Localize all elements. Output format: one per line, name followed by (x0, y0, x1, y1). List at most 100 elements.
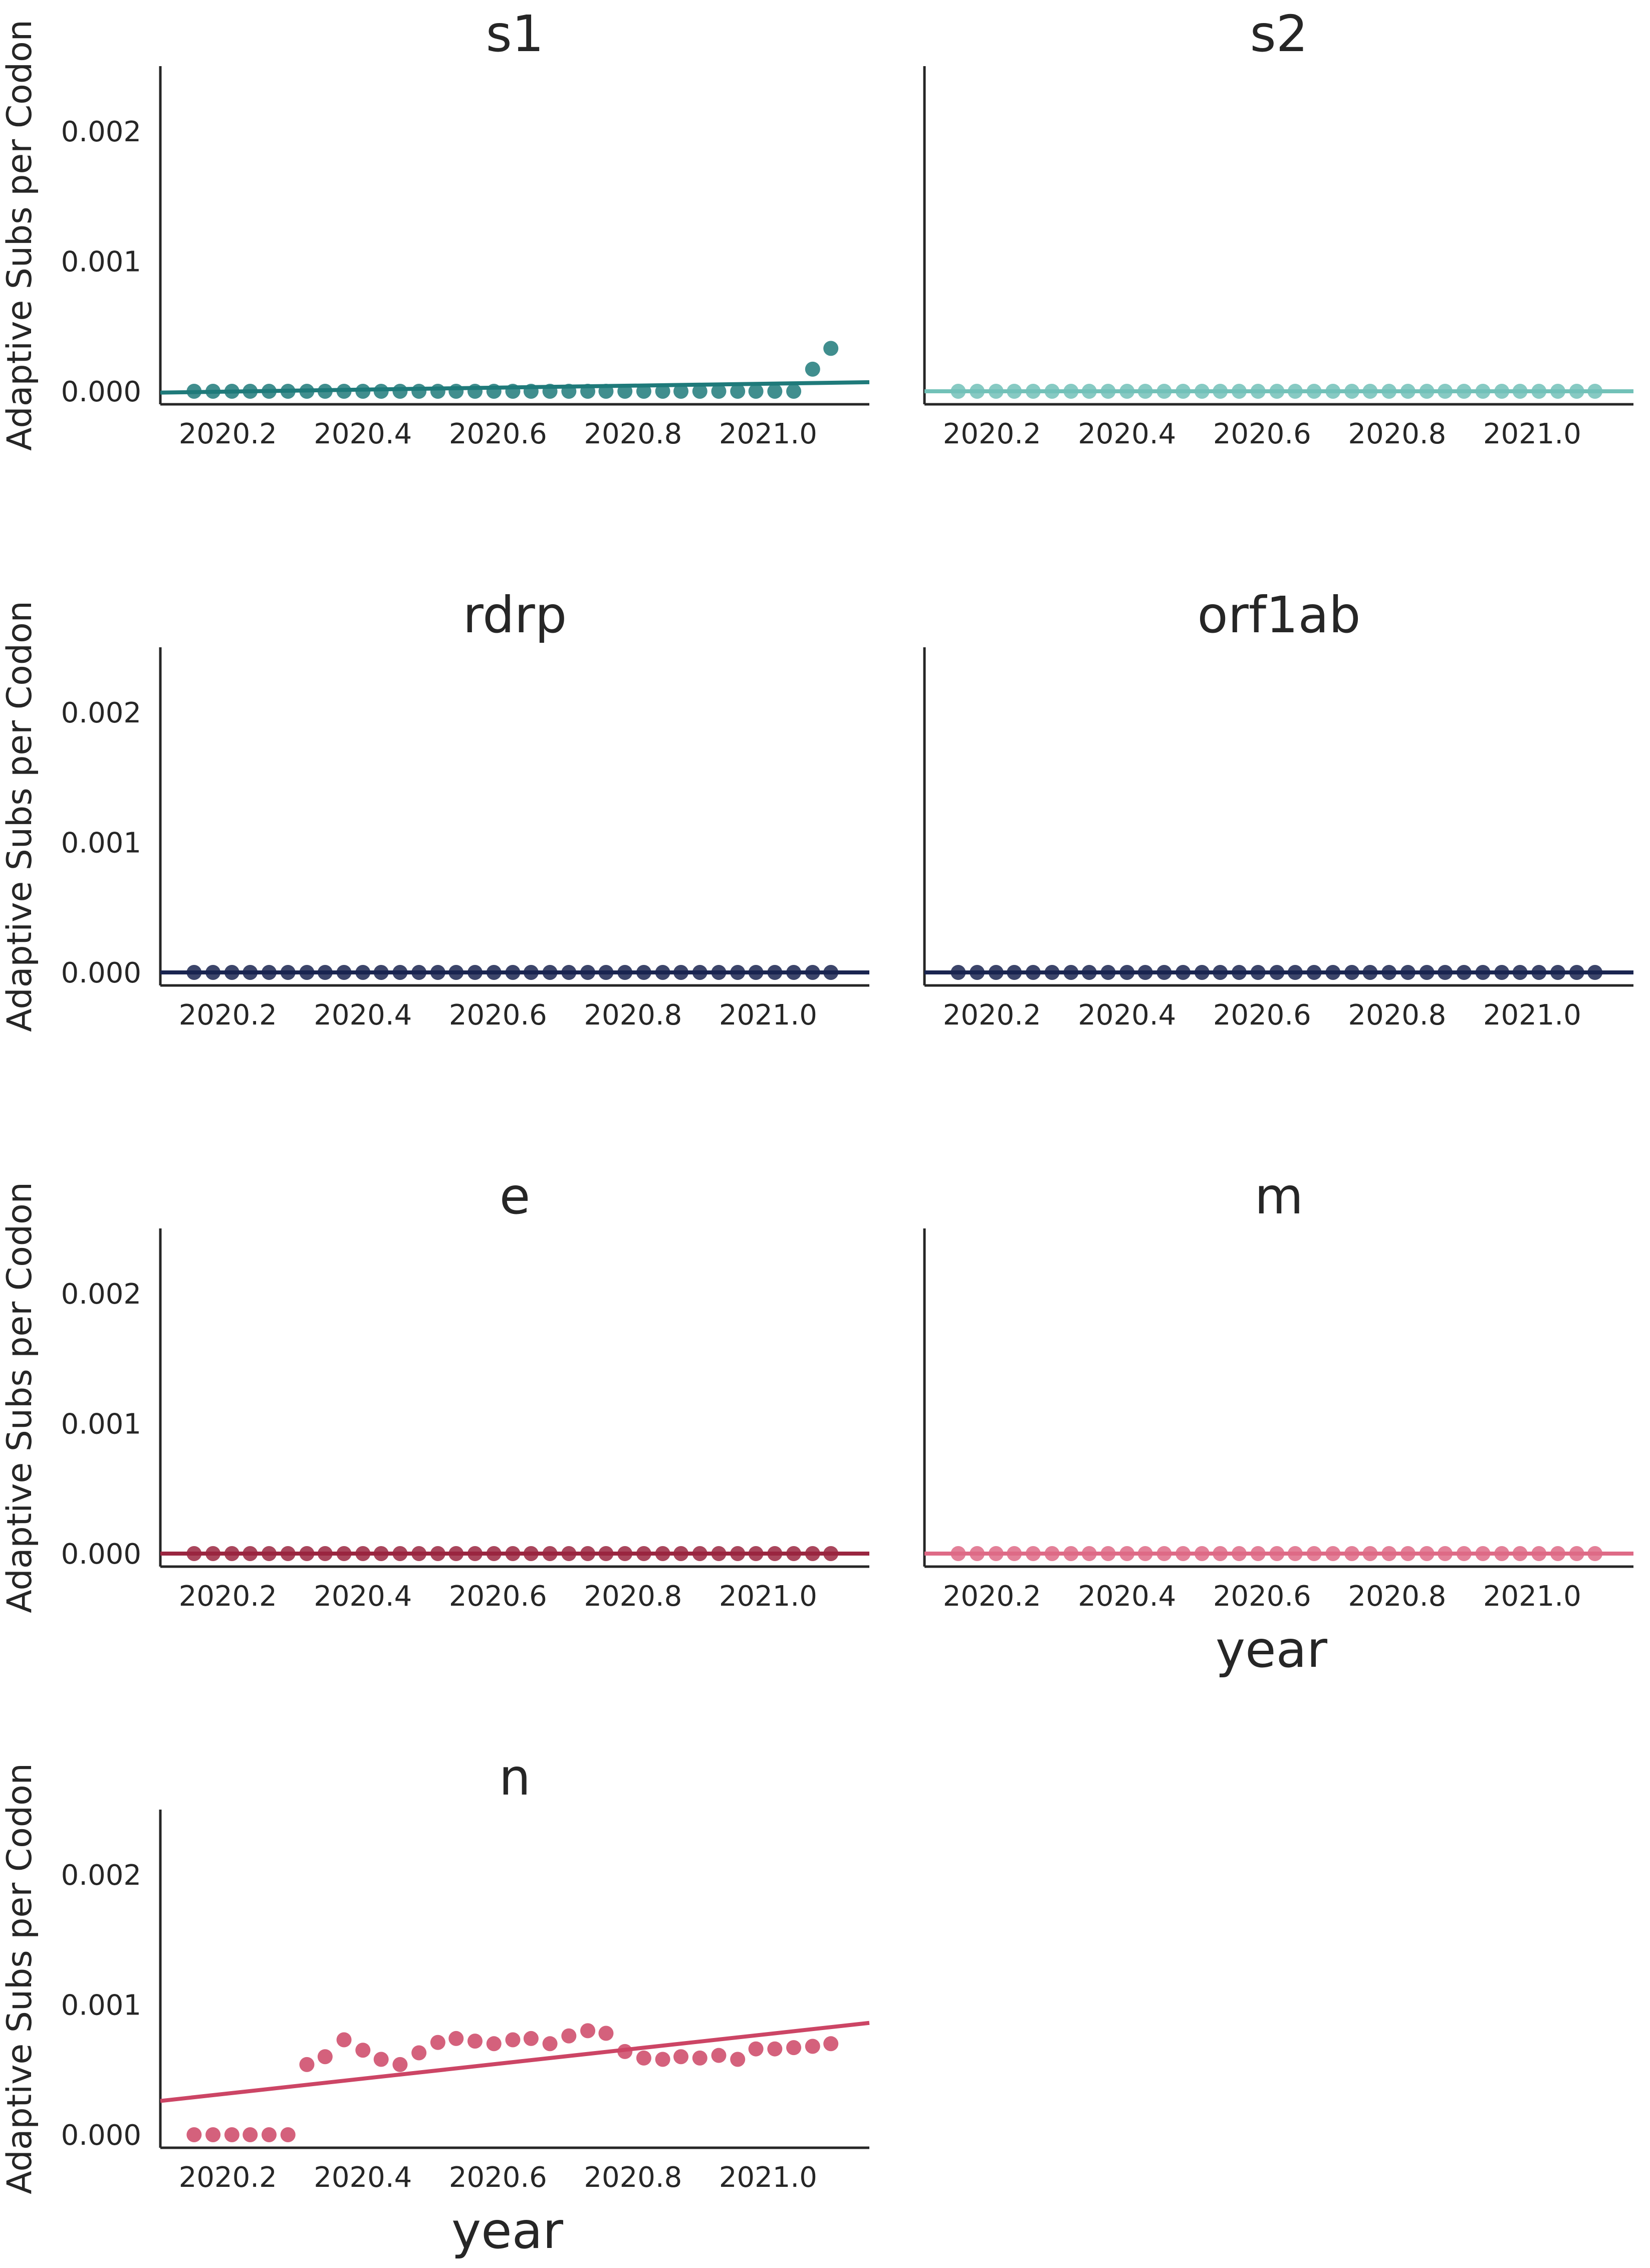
x-tick-label: 2020.8 (1348, 1580, 1446, 1613)
data-point (448, 2031, 464, 2046)
data-point (951, 1546, 966, 1562)
data-point (970, 965, 985, 980)
x-tick-label: 2020.4 (314, 2161, 412, 2194)
data-point (411, 1546, 427, 1562)
data-point (392, 1546, 408, 1562)
data-point (617, 1546, 633, 1562)
data-point (542, 384, 558, 399)
y-tick-label: 0.001 (61, 245, 141, 278)
data-point (523, 2031, 539, 2046)
data-point (186, 2127, 202, 2143)
data-point (1569, 1546, 1584, 1562)
x-tick-label: 2020.8 (1348, 418, 1446, 450)
data-point (1081, 965, 1097, 980)
data-point (299, 965, 315, 980)
x-tick-label: 2020.4 (1078, 1580, 1176, 1613)
y-tick-label: 0.002 (61, 116, 141, 148)
data-point (1119, 965, 1135, 980)
x-tick-label: 2020.4 (1078, 418, 1176, 450)
data-point (805, 1546, 820, 1562)
data-point (767, 2041, 783, 2057)
x-tick-label: 2020.6 (1213, 999, 1311, 1032)
panel-title: s1 (486, 5, 544, 63)
data-point (486, 2036, 502, 2052)
data-point (1512, 1546, 1528, 1562)
x-tick-label: 2020.2 (179, 2161, 277, 2194)
x-tick-label: 2020.8 (584, 418, 682, 450)
data-point (598, 1546, 614, 1562)
data-point (580, 965, 596, 980)
data-point (1419, 384, 1435, 399)
data-point (767, 965, 783, 980)
data-point (505, 1546, 521, 1562)
data-point (205, 965, 221, 980)
data-point (1044, 384, 1060, 399)
data-point (224, 384, 240, 399)
data-point (1213, 384, 1228, 399)
x-axis-label: year (451, 2201, 564, 2260)
data-point (261, 1546, 277, 1562)
data-point (373, 965, 389, 980)
x-tick-label: 2020.8 (584, 1580, 682, 1613)
data-point (205, 384, 221, 399)
data-point (336, 384, 352, 399)
data-point (748, 2041, 764, 2057)
panel-title: n (499, 1748, 531, 1807)
data-point (636, 1546, 651, 1562)
data-point (1494, 1546, 1510, 1562)
y-tick-label: 0.000 (61, 957, 141, 989)
data-point (598, 2026, 614, 2041)
data-point (1306, 384, 1322, 399)
data-point (355, 384, 371, 399)
data-point (673, 1546, 689, 1562)
data-point (1175, 965, 1191, 980)
data-point (430, 1546, 445, 1562)
data-point (1194, 965, 1210, 980)
data-point (951, 384, 966, 399)
x-tick-label: 2021.0 (1483, 999, 1581, 1032)
x-tick-label: 2020.4 (314, 1580, 412, 1613)
data-point (1569, 965, 1584, 980)
data-point (448, 1546, 464, 1562)
data-point (1156, 384, 1172, 399)
data-point (823, 965, 839, 980)
data-point (1119, 384, 1135, 399)
x-tick-label: 2020.6 (449, 1580, 547, 1613)
data-point (1044, 965, 1060, 980)
data-point (1344, 384, 1360, 399)
data-point (1587, 384, 1603, 399)
data-point (1419, 965, 1435, 980)
data-point (392, 965, 408, 980)
data-point (1550, 1546, 1566, 1562)
data-point (1287, 384, 1303, 399)
x-tick-label: 2020.6 (1213, 1580, 1311, 1613)
data-point (1269, 1546, 1285, 1562)
data-point (636, 965, 651, 980)
data-point (1325, 965, 1341, 980)
data-point (1007, 384, 1022, 399)
x-tick-label: 2020.2 (943, 418, 1041, 450)
data-point (580, 2023, 596, 2039)
data-point (505, 384, 521, 399)
data-point (1456, 965, 1472, 980)
data-point (1419, 1546, 1435, 1562)
x-tick-label: 2020.2 (943, 999, 1041, 1032)
data-point (505, 965, 521, 980)
data-point (655, 384, 670, 399)
x-tick-label: 2020.6 (449, 418, 547, 450)
panel-rdrp: rdrp 2020.2 2020.4 2020.6 2020.8 2021.0 0.000 0… (0, 586, 869, 1032)
data-point (561, 384, 577, 399)
y-tick-label: 0.002 (61, 1859, 141, 1892)
data-point (1044, 1546, 1060, 1562)
data-point (1475, 965, 1491, 980)
data-point (224, 1546, 240, 1562)
data-point (823, 341, 839, 356)
y-tick-label: 0.001 (61, 1408, 141, 1440)
data-point (392, 384, 408, 399)
data-point (1063, 965, 1079, 980)
data-point (1100, 965, 1116, 980)
data-point (580, 1546, 596, 1562)
data-point (1231, 384, 1247, 399)
data-point (1306, 965, 1322, 980)
